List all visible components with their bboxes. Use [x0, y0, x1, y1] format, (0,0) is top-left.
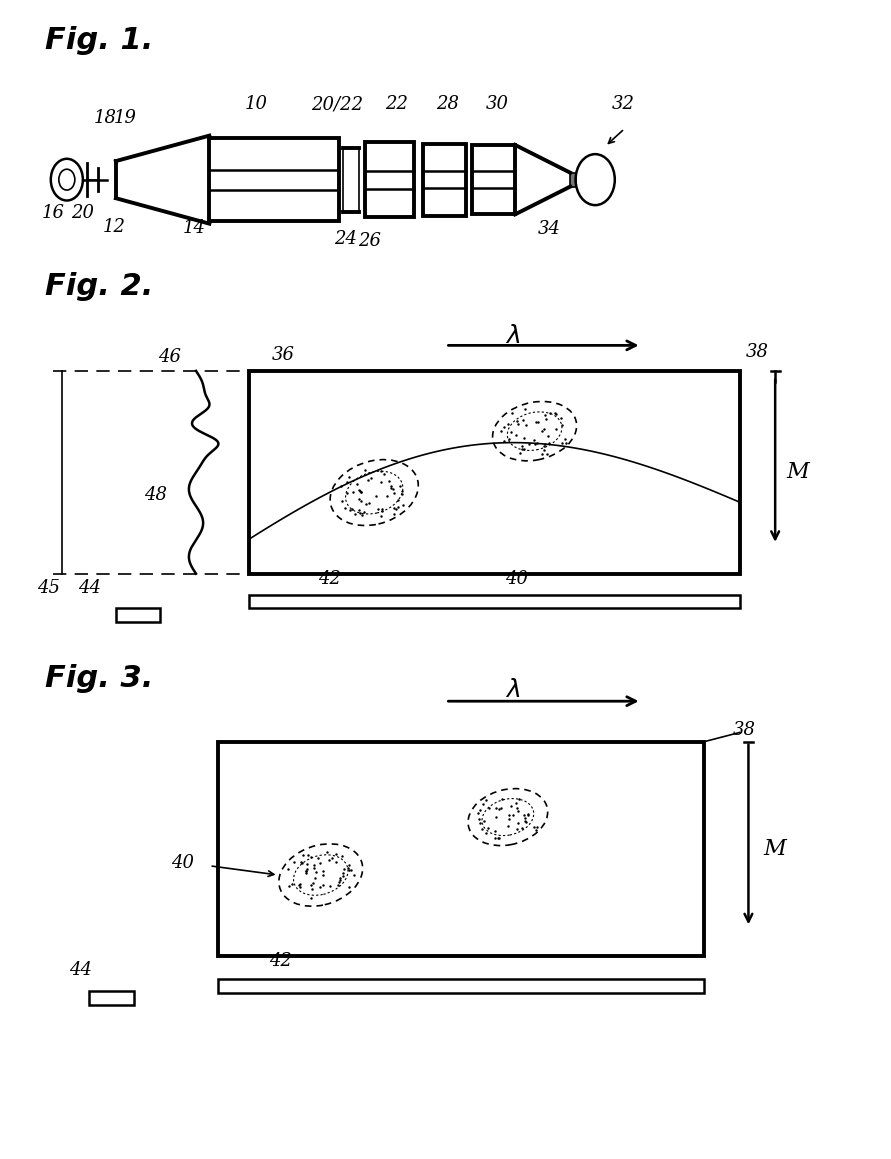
Text: 14: 14 [183, 219, 206, 238]
Text: 22: 22 [385, 95, 408, 114]
Bar [89, 991, 134, 1005]
Text: 26: 26 [358, 232, 381, 250]
Text: Fig. 3.: Fig. 3. [45, 663, 153, 693]
Text: 42: 42 [269, 952, 292, 970]
Text: Fig. 2.: Fig. 2. [45, 271, 153, 301]
Text: 36: 36 [272, 345, 295, 364]
Text: 20/22: 20/22 [311, 95, 363, 114]
Text: 16: 16 [42, 204, 65, 223]
Text: 44: 44 [69, 961, 92, 979]
Text: 20: 20 [71, 204, 94, 223]
Text: 40: 40 [505, 570, 528, 589]
Bar [209, 138, 339, 221]
Text: 44: 44 [78, 578, 101, 597]
Bar [218, 742, 704, 956]
Text: 30: 30 [486, 95, 509, 114]
Bar [423, 144, 466, 216]
Bar [116, 608, 160, 622]
Text: 40: 40 [171, 854, 194, 873]
Text: 10: 10 [245, 95, 268, 114]
Text: 38: 38 [746, 343, 769, 362]
Bar [249, 595, 740, 608]
Text: M: M [764, 838, 787, 860]
Text: $\lambda$: $\lambda$ [504, 678, 520, 701]
Text: 34: 34 [537, 220, 560, 239]
Text: 32: 32 [612, 95, 635, 114]
Bar [570, 173, 576, 187]
Text: Fig. 1.: Fig. 1. [45, 25, 153, 56]
Text: 19: 19 [113, 109, 136, 127]
Text: 18: 18 [94, 109, 117, 127]
Text: 45: 45 [37, 578, 61, 597]
Text: 12: 12 [102, 218, 126, 236]
Text: 28: 28 [436, 95, 459, 114]
Text: 24: 24 [334, 229, 357, 248]
Text: 42: 42 [318, 570, 341, 589]
Text: 46: 46 [158, 348, 181, 366]
Bar [218, 979, 704, 993]
Bar [365, 143, 414, 218]
Text: M: M [786, 461, 809, 483]
Bar [249, 371, 740, 574]
Text: $\lambda$: $\lambda$ [504, 325, 520, 348]
Bar [472, 145, 515, 214]
Text: 38: 38 [732, 721, 756, 739]
Text: 48: 48 [144, 487, 168, 504]
